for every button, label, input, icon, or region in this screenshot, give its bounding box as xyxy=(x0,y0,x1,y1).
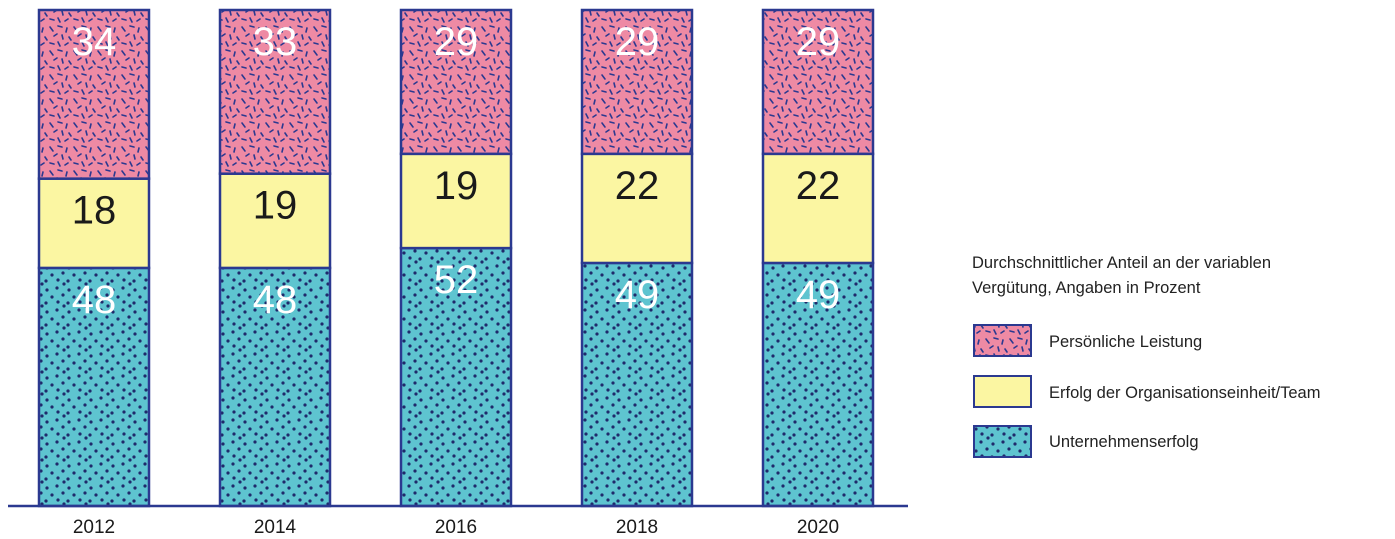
bar-segment-erfolg-der-organisationseinheit-team-2018 xyxy=(580,152,694,265)
bar-segment-unternehmenserfolg-2018 xyxy=(580,261,694,508)
bar-segment-personliche-leistung-2016 xyxy=(399,8,513,156)
bar-segment-unternehmenserfolg-2012 xyxy=(37,266,151,508)
x-tick-label-2016: 2016 xyxy=(435,517,477,538)
legend-title-line-1: Durchschnittlicher Anteil an der variabl… xyxy=(972,254,1271,272)
x-tick-label-2012: 2012 xyxy=(73,517,115,538)
legend: Durchschnittlicher Anteil an der variabl… xyxy=(972,254,1320,458)
value-label-personliche-leistung-2016: 29 xyxy=(434,20,479,64)
legend-swatch-erfolg-organisationseinheit xyxy=(973,375,1032,408)
value-label-personliche-leistung-2012: 34 xyxy=(72,20,117,64)
x-tick-label-2018: 2018 xyxy=(616,517,658,538)
legend-label-unternehmenserfolg: Unternehmenserfolg xyxy=(1049,433,1199,451)
legend-label-persoenliche-leistung: Persönliche Leistung xyxy=(1049,333,1202,351)
bar-segment-erfolg-der-organisationseinheit-team-2012 xyxy=(37,177,151,270)
value-label-erfolg-der-organisationseinheit-team-2018: 22 xyxy=(615,164,660,208)
value-label-unternehmenserfolg-2016: 52 xyxy=(434,258,479,302)
bars-layer xyxy=(37,8,875,508)
legend-swatch-unternehmenserfolg xyxy=(973,425,1032,458)
x-tick-label-2014: 2014 xyxy=(254,517,297,538)
value-label-personliche-leistung-2014: 33 xyxy=(253,20,298,64)
x-tick-label-2020: 2020 xyxy=(797,517,839,538)
bar-segment-erfolg-der-organisationseinheit-team-2014 xyxy=(218,172,332,270)
value-label-erfolg-der-organisationseinheit-team-2012: 18 xyxy=(72,189,117,233)
bar-segment-erfolg-der-organisationseinheit-team-2016 xyxy=(399,152,513,250)
value-label-unternehmenserfolg-2020: 49 xyxy=(796,273,841,317)
x-tick-labels: 2012 2014 2016 2018 2020 xyxy=(73,517,839,538)
value-label-unternehmenserfolg-2012: 48 xyxy=(72,278,117,322)
legend-title-line-2: Vergütung, Angaben in Prozent xyxy=(972,279,1201,297)
legend-label-erfolg-organisationseinheit: Erfolg der Organisationseinheit/Team xyxy=(1049,384,1320,402)
value-label-personliche-leistung-2018: 29 xyxy=(615,20,660,64)
bar-segment-unternehmenserfolg-2014 xyxy=(218,266,332,508)
value-label-unternehmenserfolg-2018: 49 xyxy=(615,273,660,317)
value-label-personliche-leistung-2020: 29 xyxy=(796,20,841,64)
bar-segment-personliche-leistung-2012 xyxy=(37,8,151,180)
bar-segment-personliche-leistung-2020 xyxy=(761,8,875,156)
value-label-erfolg-der-organisationseinheit-team-2016: 19 xyxy=(434,164,479,208)
bar-segment-personliche-leistung-2014 xyxy=(218,8,332,175)
value-label-erfolg-der-organisationseinheit-team-2014: 19 xyxy=(253,184,298,228)
value-labels-layer: 48 18 34 48 19 33 52 19 29 49 22 29 49 22 29 xyxy=(72,20,841,322)
legend-swatch-persoenliche-leistung xyxy=(973,324,1032,357)
value-label-unternehmenserfolg-2014: 48 xyxy=(253,278,298,322)
bar-segment-personliche-leistung-2018 xyxy=(580,8,694,156)
value-label-erfolg-der-organisationseinheit-team-2020: 22 xyxy=(796,164,841,208)
